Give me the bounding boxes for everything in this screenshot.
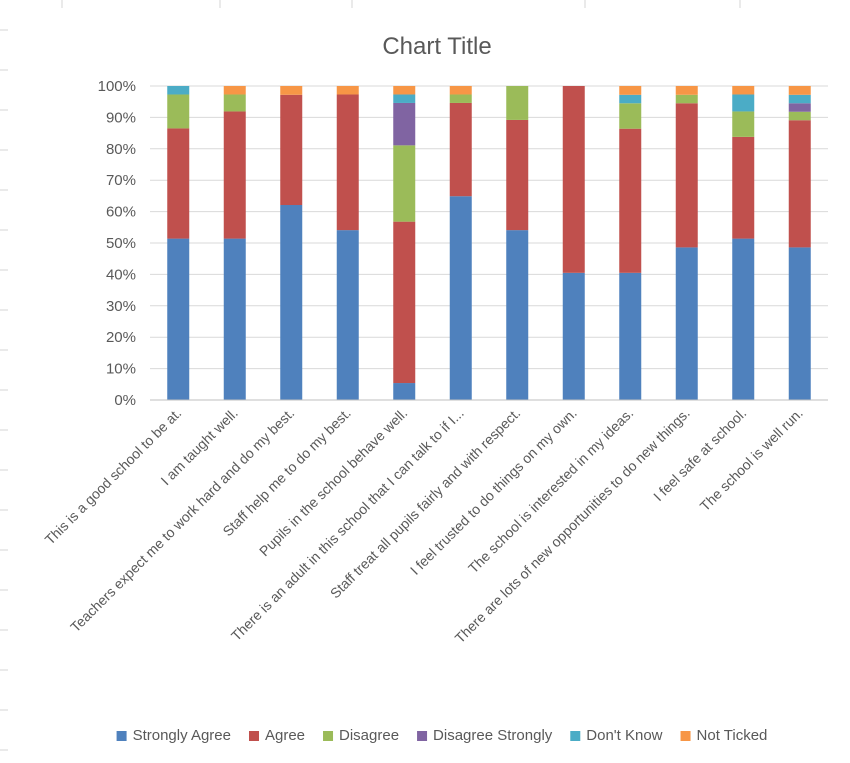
bar-segment[interactable]	[619, 103, 642, 129]
legend-item[interactable]: Disagree	[323, 727, 399, 744]
bar-segment[interactable]	[280, 94, 303, 206]
legend-label: Strongly Agree	[133, 727, 231, 744]
bar-segment[interactable]	[167, 128, 190, 239]
legend-label: Don't Know	[586, 727, 662, 744]
bar-segment[interactable]	[788, 111, 811, 121]
bars	[167, 86, 811, 400]
bar-segment[interactable]	[393, 221, 416, 384]
bar-segment[interactable]	[506, 86, 529, 120]
bar-segment[interactable]	[788, 86, 811, 95]
bar-segment[interactable]	[449, 86, 472, 95]
legend-item[interactable]: Strongly Agree	[116, 727, 231, 744]
bar-segment[interactable]	[223, 111, 246, 239]
legend[interactable]: Strongly Agree Agree Disagree Disagree Stro…	[116, 727, 768, 744]
bar-segment[interactable]	[506, 230, 529, 400]
y-tick-label: 50%	[106, 235, 136, 252]
y-tick-label: 0%	[114, 392, 136, 409]
y-tick-label: 40%	[106, 266, 136, 283]
legend-swatch	[116, 731, 127, 741]
bar-segment[interactable]	[732, 94, 755, 112]
bar-segment[interactable]	[336, 86, 359, 95]
legend-swatch	[248, 731, 259, 741]
y-tick-label: 100%	[98, 78, 136, 95]
y-tick-label: 70%	[106, 172, 136, 189]
bar-segment[interactable]	[393, 145, 416, 222]
bar-segment[interactable]	[732, 111, 755, 137]
y-tick-label: 80%	[106, 141, 136, 158]
bar-segment[interactable]	[223, 238, 246, 400]
bar-segment[interactable]	[393, 94, 416, 103]
bar-segment[interactable]	[336, 230, 359, 400]
category-label: The school is well run.	[697, 405, 806, 514]
y-tick-label: 60%	[106, 204, 136, 221]
bar-segment[interactable]	[449, 102, 472, 197]
legend-label: Agree	[265, 727, 305, 744]
legend-item[interactable]: Not Ticked	[680, 727, 768, 744]
gridlines	[150, 85, 828, 401]
legend-item[interactable]: Don't Know	[570, 727, 663, 744]
y-tick-label: 90%	[106, 109, 136, 126]
category-labels: This is a good school to be at.I am taug…	[42, 405, 806, 646]
y-tick-label: 10%	[106, 361, 136, 378]
bar-segment[interactable]	[223, 86, 246, 95]
bar-segment[interactable]	[336, 94, 359, 231]
y-tick-label: 30%	[106, 298, 136, 315]
bar-segment[interactable]	[675, 103, 698, 248]
bar-segment[interactable]	[449, 196, 472, 400]
bar-segment[interactable]	[280, 86, 303, 95]
bar-segment[interactable]	[788, 120, 811, 248]
bar-segment[interactable]	[675, 86, 698, 95]
bar-segment[interactable]	[619, 94, 642, 104]
legend-label: Disagree Strongly	[433, 727, 553, 744]
legend-item[interactable]: Disagree Strongly	[417, 727, 553, 744]
stacked-bar-chart: Chart Title 0% 10% 20% 30% 40% 50% 60% 70% 80% 90…	[42, 33, 828, 744]
bar-segment[interactable]	[449, 94, 472, 103]
bar-segment[interactable]	[167, 86, 190, 95]
y-axis-ticks: 0% 10% 20% 30% 40% 50% 60% 70% 80% 90% 100%	[98, 78, 136, 409]
bar-segment[interactable]	[732, 238, 755, 400]
bar-segment[interactable]	[167, 238, 190, 400]
bar-segment[interactable]	[223, 94, 246, 112]
bar-segment[interactable]	[619, 86, 642, 95]
legend-label: Disagree	[339, 727, 399, 744]
bar-segment[interactable]	[506, 119, 529, 231]
bar-segment[interactable]	[167, 94, 190, 129]
legend-item[interactable]: Agree	[248, 727, 305, 744]
chart-title[interactable]: Chart Title	[382, 33, 491, 60]
legend-label: Not Ticked	[697, 727, 768, 744]
bar-segment[interactable]	[562, 272, 585, 400]
category-label: I feel safe at school.	[650, 405, 749, 504]
bar-segment[interactable]	[788, 103, 811, 112]
bar-segment[interactable]	[619, 128, 642, 273]
bar-segment[interactable]	[732, 136, 755, 239]
bar-segment[interactable]	[788, 247, 811, 400]
legend-swatch	[680, 731, 691, 741]
bar-segment[interactable]	[732, 86, 755, 95]
bar-segment[interactable]	[280, 205, 303, 400]
legend-swatch	[417, 731, 428, 741]
bar-segment[interactable]	[393, 102, 416, 146]
bar-segment[interactable]	[788, 94, 811, 104]
bar-segment[interactable]	[675, 247, 698, 400]
bar-segment[interactable]	[675, 94, 698, 104]
bar-segment[interactable]	[393, 86, 416, 95]
y-tick-label: 20%	[106, 329, 136, 346]
legend-swatch	[570, 731, 581, 741]
bar-segment[interactable]	[393, 383, 416, 400]
bar-segment[interactable]	[562, 86, 585, 273]
legend-swatch	[323, 731, 334, 741]
bar-segment[interactable]	[619, 272, 642, 400]
chart-area[interactable]: Chart Title 0% 10% 20% 30% 40% 50% 60% 70% 80% 90…	[8, 8, 850, 763]
